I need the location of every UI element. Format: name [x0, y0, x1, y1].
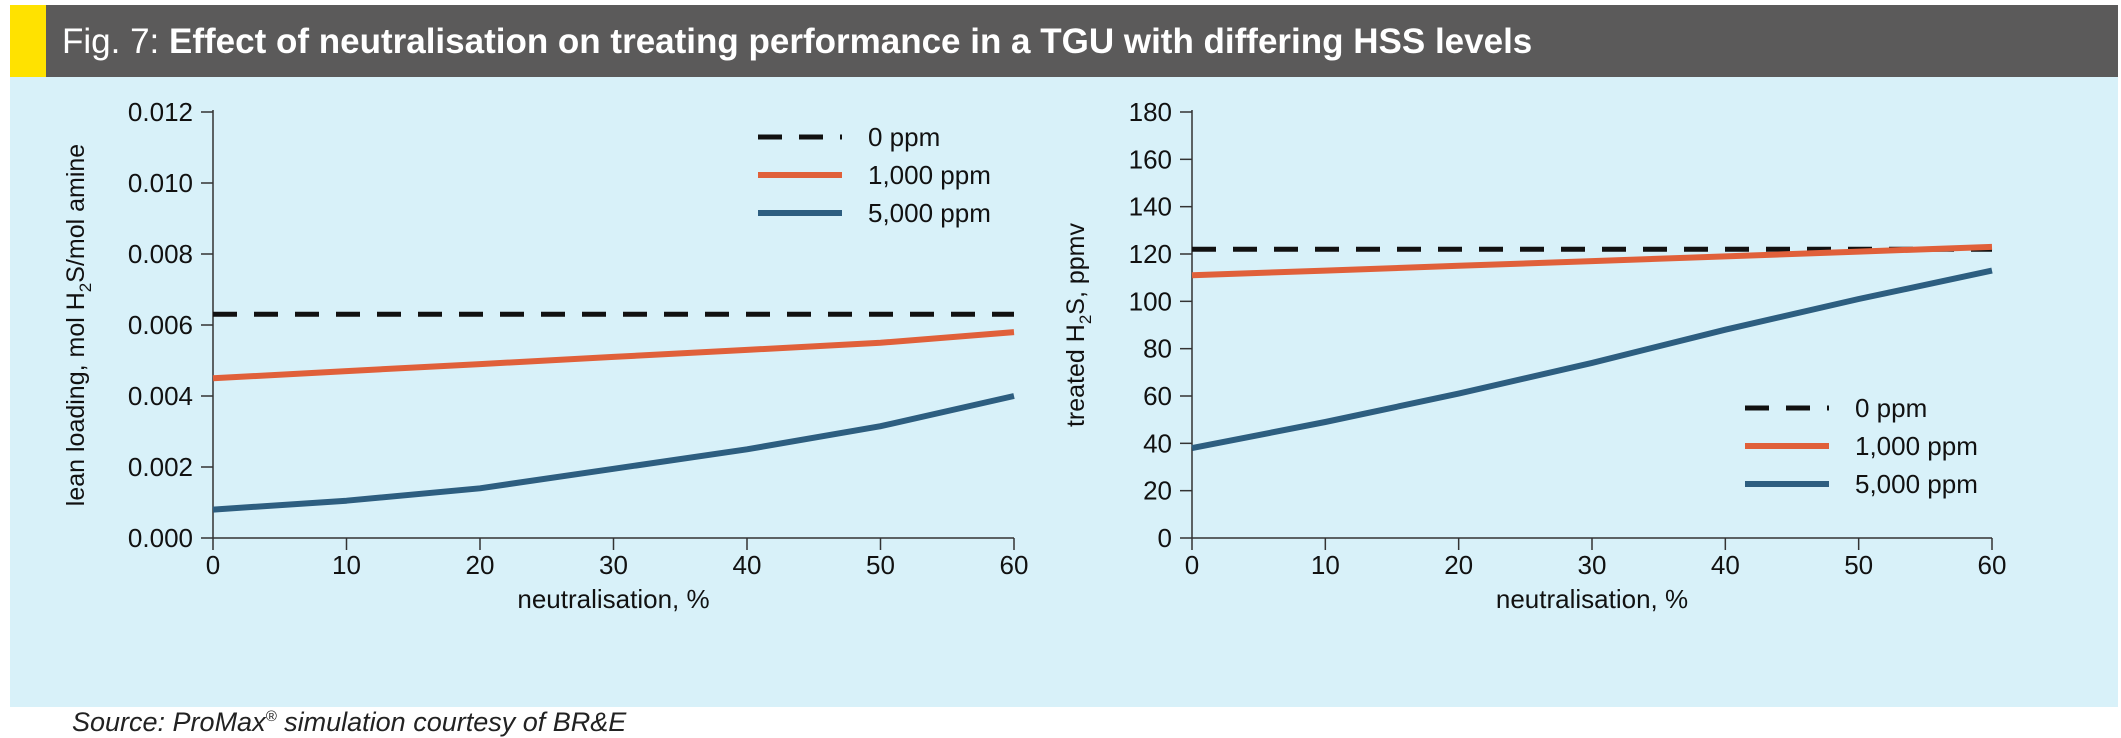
x-tick-label: 40	[733, 550, 762, 580]
source-prefix: Source: ProMax	[72, 707, 266, 737]
y-tick-label: 100	[1129, 286, 1172, 316]
y-tick-label: 0.006	[128, 310, 193, 340]
y-axis-title-part: S, ppmv	[1062, 222, 1090, 314]
legend-label: 5,000 ppm	[1855, 469, 1978, 499]
x-tick-label: 50	[866, 550, 895, 580]
figure-title-text: Effect of neutralisation on treating per…	[169, 22, 1533, 61]
legend-label: 1,000 ppm	[1855, 431, 1978, 461]
x-tick-label: 20	[1444, 550, 1473, 580]
chart-panel: 0.000 0.002 0.004 0.006 0.008 0.010 0.012 0 10 20…	[10, 77, 2118, 737]
y-tick-label: 40	[1143, 428, 1172, 458]
source-suffix: simulation courtesy of BR&E	[276, 707, 627, 737]
accent-bar	[10, 5, 46, 77]
y-tick-label: 160	[1129, 144, 1172, 174]
x-tick-label: 30	[1578, 550, 1607, 580]
legend-label: 5,000 ppm	[868, 198, 991, 228]
series-line-5000ppmppm	[1191, 267, 1993, 452]
x-axis-title: neutralisation, %	[517, 584, 709, 614]
x-tick-label: 30	[599, 550, 628, 580]
y-tick-label: 0.002	[128, 452, 193, 482]
y-tick-label: 0.010	[128, 168, 193, 198]
series-line-1000ppmppm	[212, 329, 1015, 382]
y-tick-label: 140	[1129, 192, 1172, 222]
chart-2: 0 20 40 60 80 100 120 140 160 180 0 10 20 30 40 50 60 neu…	[1062, 97, 2006, 614]
y-tick-label: 0.012	[128, 97, 193, 127]
figure-header: Fig. 7: Effect of neutralisation on trea…	[10, 5, 2118, 77]
y-tick-label: 120	[1129, 239, 1172, 269]
y-axis-title-part: S/mol amine	[62, 144, 90, 283]
x-tick-label: 0	[1185, 550, 1199, 580]
y-tick-label: 0.004	[128, 381, 193, 411]
x-axis-title: neutralisation, %	[1496, 584, 1688, 614]
legend-label: 0 ppm	[868, 122, 940, 152]
legend-label: 1,000 ppm	[868, 160, 991, 190]
y-axis-title: treated H2S, ppmv	[1062, 222, 1095, 427]
y-axis-title-subscript: 2	[76, 283, 95, 292]
y-axis-title-part: lean loading, mol H	[62, 292, 90, 506]
y-tick-label: 180	[1129, 97, 1172, 127]
series-line-5000ppmppm	[212, 393, 1015, 513]
x-tick-label: 10	[1311, 550, 1340, 580]
legend-label: 0 ppm	[1855, 393, 1927, 423]
x-tick-label: 0	[206, 550, 220, 580]
y-tick-label: 0	[1158, 523, 1172, 553]
y-axis-title-part: treated H	[1062, 324, 1090, 427]
y-tick-label: 0.000	[128, 523, 193, 553]
y-tick-label: 60	[1143, 381, 1172, 411]
y-axis-title-subscript: 2	[1076, 315, 1095, 324]
x-tick-label: 60	[1978, 550, 2007, 580]
figure-label: Fig. 7:	[62, 22, 160, 61]
y-tick-label: 0.008	[128, 239, 193, 269]
series-line-1000ppmppm	[1191, 243, 1993, 279]
x-tick-label: 50	[1844, 550, 1873, 580]
y-tick-label: 20	[1143, 476, 1172, 506]
figure-title: Fig. 7: Effect of neutralisation on trea…	[62, 5, 1532, 77]
x-tick-label: 60	[1000, 550, 1029, 580]
registered-mark: ®	[265, 708, 277, 725]
x-tick-label: 10	[332, 550, 361, 580]
x-tick-label: 40	[1711, 550, 1740, 580]
source-note: Source: ProMax® simulation courtesy of B…	[72, 707, 626, 738]
y-tick-label: 80	[1143, 334, 1172, 364]
x-tick-label: 20	[466, 550, 495, 580]
y-axis-title: lean loading, mol H2S/mol amine	[62, 144, 95, 506]
